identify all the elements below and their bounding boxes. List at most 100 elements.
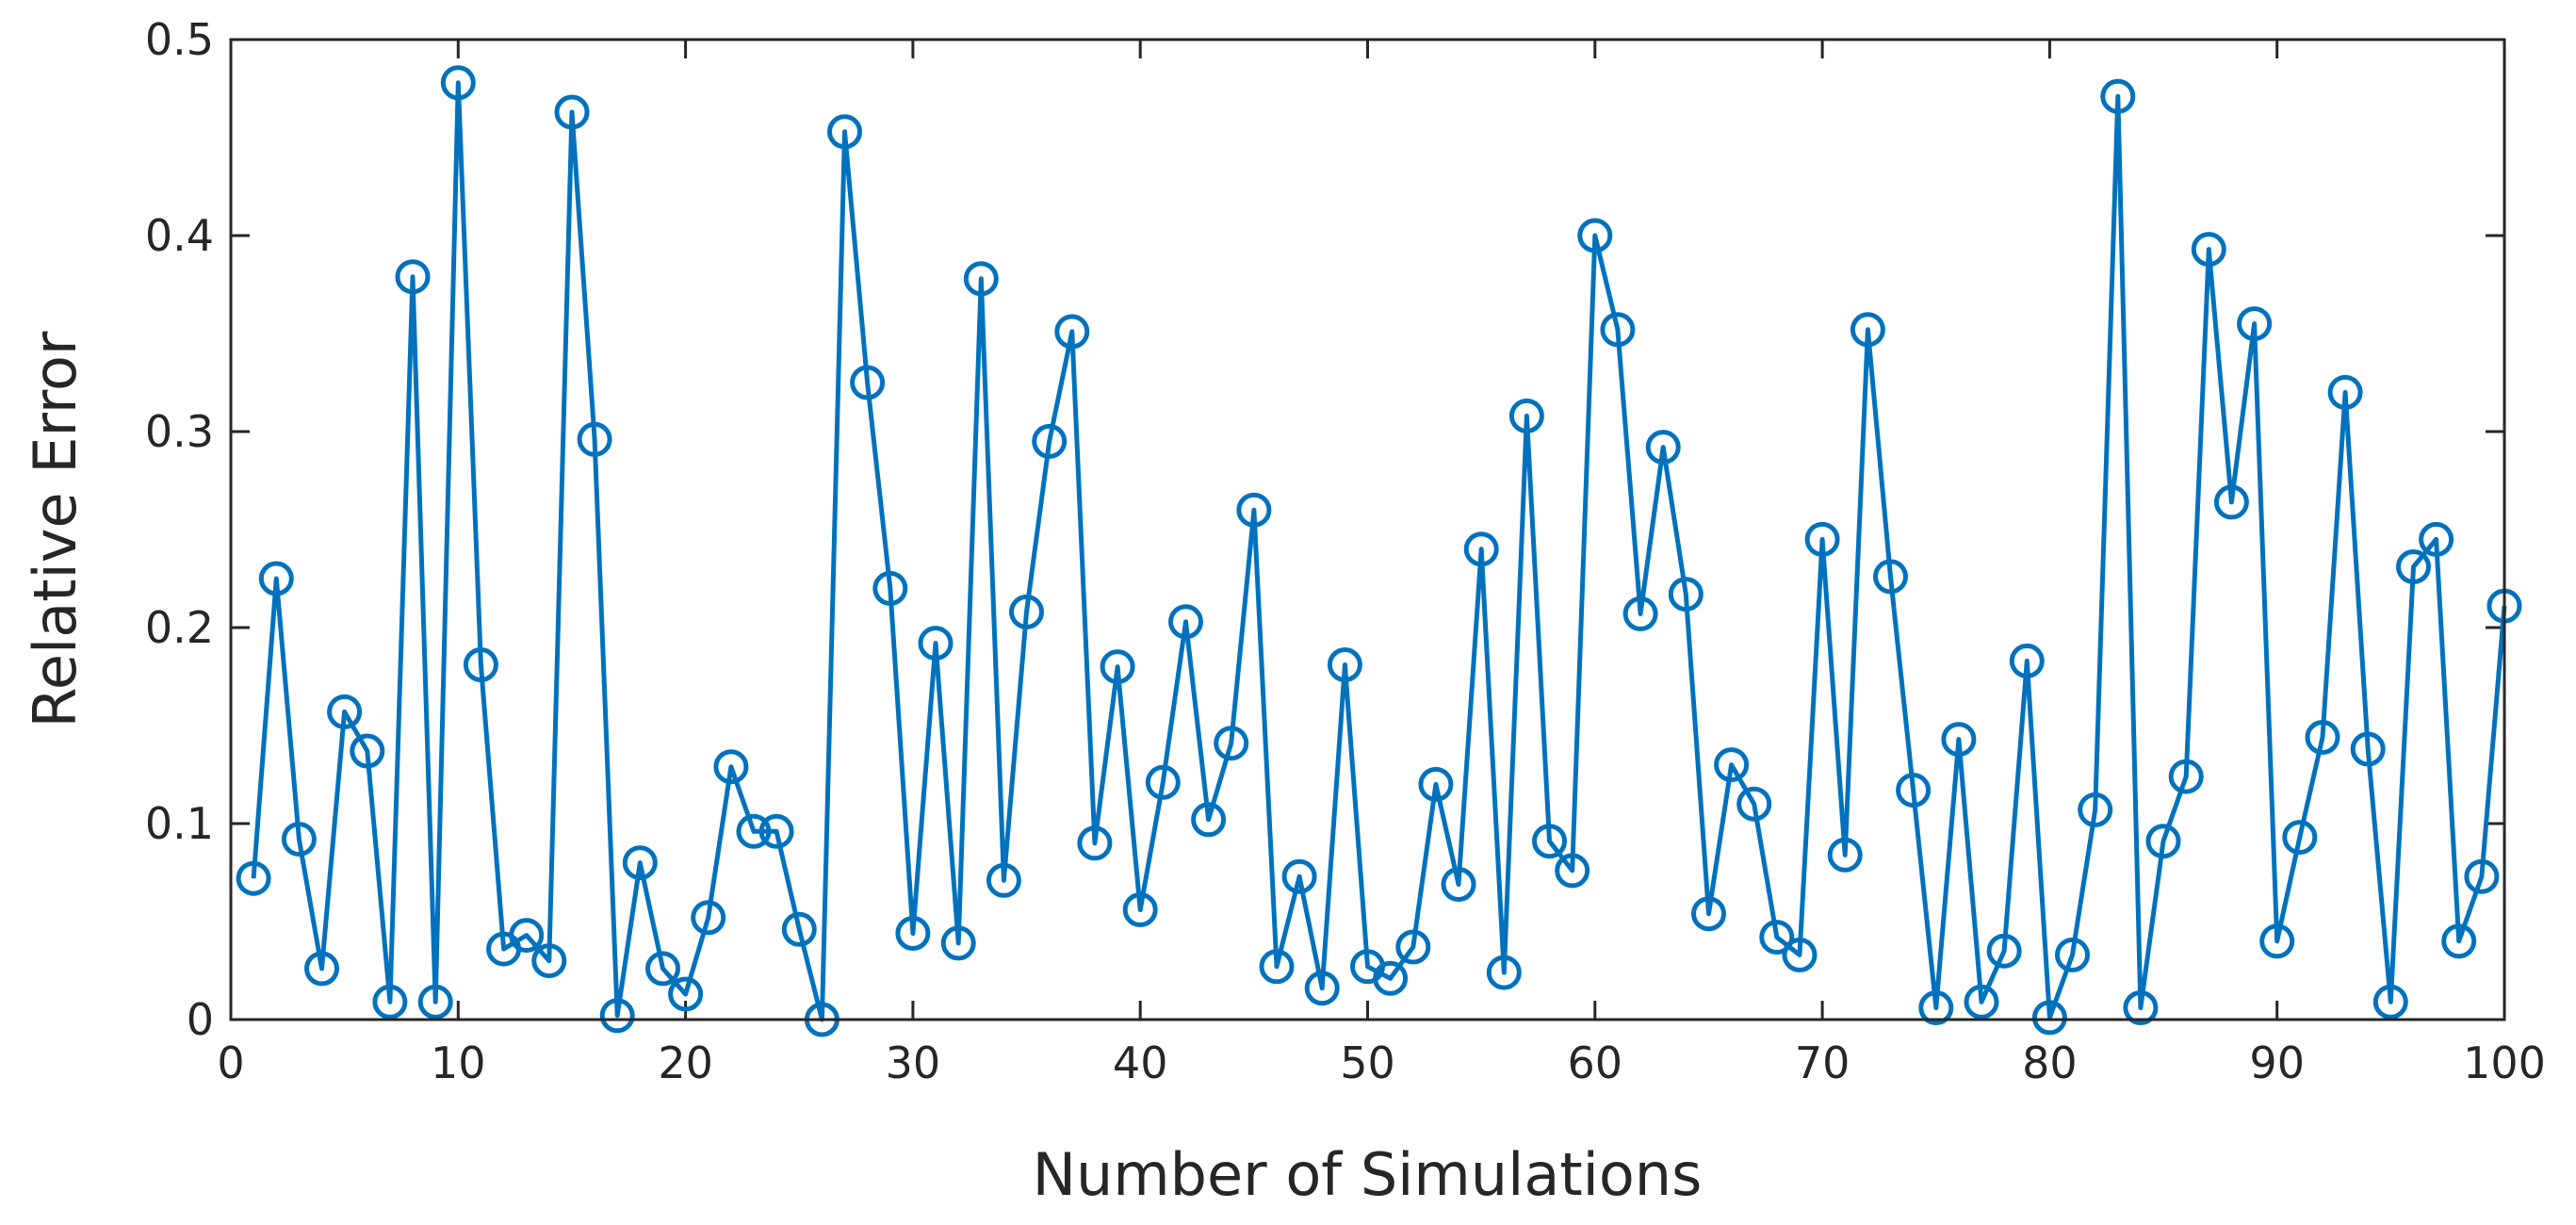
data-point [1896,773,1932,808]
data-point [236,860,271,896]
x-tick-label: 0 [217,1037,244,1088]
data-point [1736,786,1772,822]
data-point [1486,955,1522,990]
data-point [1441,867,1476,902]
data-point [1281,858,1317,894]
data-point [918,626,954,662]
data-point [1577,218,1613,253]
data-point [872,570,908,606]
y-tick-label: 0.3 [145,406,214,457]
data-point [1941,722,1977,758]
data-point [1759,920,1795,956]
data-point [1100,649,1135,685]
y-tick-label: 0.4 [145,210,214,261]
data-point [1418,766,1454,802]
axis-tick-labels: 0 10 20 30 40 50 60 70 80 90 100 0 0.1 0.2 0.3 0.4 0.5 [145,14,2546,1088]
data-point [1236,492,1272,528]
data-point [2259,923,2295,959]
data-point [758,813,794,849]
data-point [2441,923,2477,959]
x-tick-label: 100 [2463,1037,2546,1088]
data-point [2213,484,2249,520]
x-axis-title: Number of Simulations [1033,1140,1703,1209]
data-point [350,733,385,769]
y-tick-label: 0.1 [145,798,214,849]
data-point [2464,858,2500,894]
data-point [2396,549,2431,584]
x-tick-label: 10 [431,1037,486,1088]
data-point [940,925,976,961]
data-point [2168,759,2204,794]
x-tick-label: 20 [658,1037,713,1088]
data-point [599,998,635,1034]
data-point [1508,398,1544,433]
data-point [645,951,680,987]
data-point [1122,892,1158,927]
data-point [1532,824,1567,859]
x-tick-label: 50 [1340,1037,1395,1088]
data-point [531,943,567,979]
data-point [827,114,862,150]
data-point [395,259,431,295]
data-point [304,951,339,987]
data-point [1622,596,1658,631]
data-point [1918,990,1954,1025]
data-point [372,984,408,1020]
data-point [1645,430,1681,466]
data-point [2419,521,2454,557]
data-point [2009,643,2045,678]
data-point [1986,933,2022,969]
y-tick-label: 0.5 [145,14,214,65]
data-point [668,976,704,1012]
data-point [1600,312,1636,348]
data-point [1804,521,1840,557]
plot-axes-box [229,38,2506,1021]
y-axis-title: Relative Error [21,331,90,727]
data-point [417,984,453,1020]
data-point [463,647,498,682]
data-point [2305,720,2340,755]
data-point [622,845,658,881]
data-point [691,900,726,936]
data-point [1714,747,1750,783]
data-point [1555,853,1590,889]
data-point [509,918,545,954]
data-point [713,749,749,785]
x-tick-label: 60 [1568,1037,1623,1088]
data-point [281,822,317,858]
data-point [1191,802,1227,838]
x-tick-label: 90 [2249,1037,2305,1088]
data-point [1850,312,1885,348]
data-point [850,365,886,400]
data-point [1668,577,1704,612]
data-series [236,65,2522,1037]
data-point [736,813,772,849]
data-point [1782,937,1818,972]
data-point [2372,984,2408,1020]
data-point [986,862,1021,898]
data-point [1463,531,1499,567]
data-point [1259,949,1295,985]
data-point [2282,820,2318,856]
data-point [2031,1000,2067,1036]
data-point [1009,594,1044,629]
data-point [1873,559,1908,595]
data-point [781,911,817,947]
data-point [577,421,612,457]
x-tick-label: 40 [1113,1037,1168,1088]
data-point [1373,960,1409,996]
data-point [2123,990,2159,1025]
data-point [2100,78,2136,114]
data-point [1032,423,1068,459]
data-point [2191,232,2226,268]
data-point [963,261,999,297]
data-point [440,65,476,101]
data-point [258,561,294,596]
data-point [327,694,363,729]
data-point [1964,984,1999,1020]
x-tick-label: 30 [886,1037,941,1088]
data-point [1327,647,1362,682]
y-tick-label: 0 [187,994,214,1045]
data-point [2055,937,2090,972]
